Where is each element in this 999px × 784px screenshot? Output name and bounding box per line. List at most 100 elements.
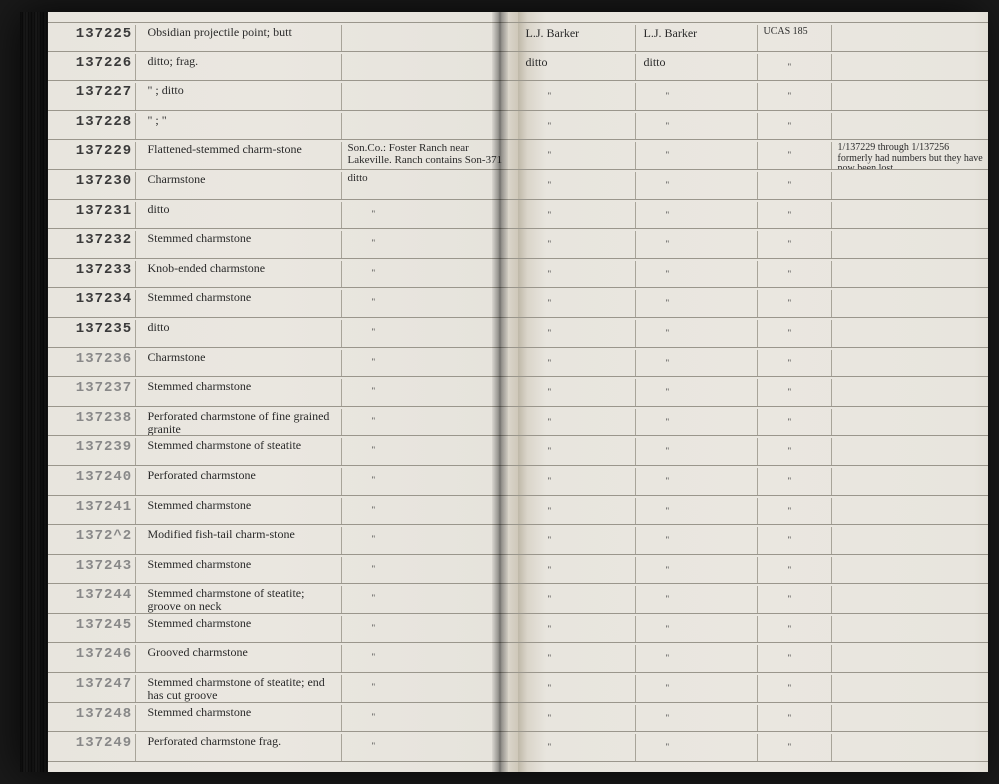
ledger-row: 137236Charmstone" [48,348,518,378]
reference-code: " [758,498,832,525]
catalog-number: 137239 [48,438,136,465]
ledger-row: """ [518,555,988,585]
item-location [342,83,518,110]
remarks [832,261,988,288]
item-location [342,25,518,51]
donor-name: " [636,350,758,377]
donor-name: " [636,290,758,317]
item-description: Charmstone [136,172,342,199]
ledger-row: 137226ditto; frag. [48,52,518,82]
ledger-row: 137225Obsidian projectile point; butt [48,22,518,52]
remarks [832,172,988,199]
reference-code: " [758,438,832,465]
ledger-row: """ [518,111,988,141]
catalog-number: 137225 [48,25,136,51]
ledger-row: """ [518,229,988,259]
catalog-number: 137235 [48,320,136,347]
item-location: " [342,586,518,613]
reference-code: " [758,261,832,288]
remarks: 1/137229 through 1/137256 formerly had n… [832,142,988,169]
collector-name: ditto [518,54,636,81]
item-location: " [342,290,518,317]
ledger-row: """ [518,525,988,555]
reference-code: " [758,527,832,554]
remarks [832,202,988,229]
item-description: Stemmed charmstone [136,379,342,406]
remarks [832,527,988,554]
item-description: Stemmed charmstone [136,616,342,643]
ledger-row: 137241Stemmed charmstone" [48,496,518,526]
remarks [832,290,988,317]
collector-name: " [518,438,636,465]
item-description: Stemmed charmstone [136,498,342,525]
donor-name: " [636,645,758,672]
item-location: " [342,350,518,377]
collector-name: " [518,645,636,672]
book-spine-pages [20,12,48,772]
ledger-row: """ [518,200,988,230]
donor-name: " [636,468,758,495]
ledger-row: L.J. BarkerL.J. BarkerUCAS 185 [518,22,988,52]
ledger-row: 137229Flattened-stemmed charm-stoneSon.C… [48,140,518,170]
reference-code: " [758,586,832,613]
item-description: Perforated charmstone of fine grained gr… [136,409,342,436]
remarks [832,734,988,761]
remarks [832,705,988,732]
remarks [832,645,988,672]
ledger-row: 1372^2Modified fish-tail charm-stone" [48,525,518,555]
donor-name: " [636,705,758,732]
catalog-number: 137234 [48,290,136,317]
item-location: " [342,231,518,258]
catalog-number: 137243 [48,557,136,584]
ledger-row: 137239Stemmed charmstone of steatite" [48,436,518,466]
donor-name: " [636,172,758,199]
item-location: Son.Co.: Foster Ranch near Lakeville. Ra… [342,142,518,169]
item-description: Stemmed charmstone [136,705,342,732]
reference-code: " [758,83,832,110]
ledger-row: """ [518,584,988,614]
collector-name: L.J. Barker [518,25,636,51]
item-description: ditto [136,320,342,347]
remarks [832,675,988,702]
collector-name: " [518,734,636,761]
item-location: " [342,409,518,436]
remarks [832,54,988,81]
ledger-row: """ [518,703,988,733]
ledger-row: 137246Grooved charmstone" [48,643,518,673]
item-location: " [342,527,518,554]
reference-code: " [758,54,832,81]
item-description: ditto [136,202,342,229]
ledger-row: """ [518,732,988,762]
ledger-row: 137249Perforated charmstone frag." [48,732,518,762]
reference-code: " [758,675,832,702]
ledger-row: """ [518,614,988,644]
reference-code: " [758,172,832,199]
donor-name: L.J. Barker [636,25,758,51]
donor-name: " [636,675,758,702]
reference-code: " [758,645,832,672]
item-description: Stemmed charmstone of steatite; end has … [136,675,342,702]
item-location: " [342,438,518,465]
item-description: Flattened-stemmed charm-stone [136,142,342,169]
ledger-row: 137228" ; " [48,111,518,141]
remarks [832,498,988,525]
item-location: " [342,468,518,495]
ledger-row: """ [518,496,988,526]
reference-code: " [758,320,832,347]
collector-name: " [518,320,636,347]
right-page: L.J. BarkerL.J. BarkerUCAS 185dittoditto… [518,12,988,772]
catalog-number: 137226 [48,54,136,81]
collector-name: " [518,586,636,613]
reference-code: " [758,350,832,377]
item-description: Knob-ended charmstone [136,261,342,288]
ledger-row: """ [518,348,988,378]
remarks [832,409,988,436]
item-location: " [342,261,518,288]
donor-name: " [636,379,758,406]
catalog-number: 137232 [48,231,136,258]
remarks [832,25,988,51]
item-description: Perforated charmstone frag. [136,734,342,761]
remarks [832,350,988,377]
collector-name: " [518,468,636,495]
catalog-number: 137241 [48,498,136,525]
